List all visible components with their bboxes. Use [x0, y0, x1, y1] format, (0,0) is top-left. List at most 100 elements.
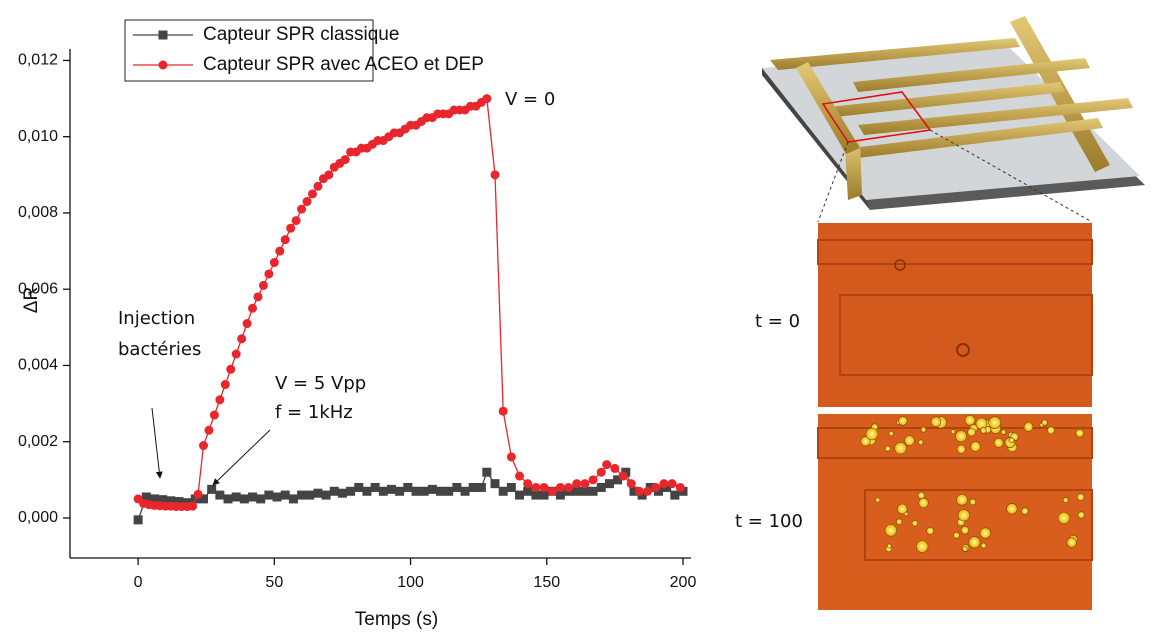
particle — [1008, 437, 1015, 444]
data-point — [604, 479, 614, 489]
data-point — [482, 467, 492, 477]
data-point — [264, 269, 274, 279]
data-point — [643, 486, 653, 496]
data-point — [588, 475, 598, 485]
legend-symbol — [158, 30, 168, 40]
data-point — [256, 494, 266, 504]
particle — [957, 509, 970, 522]
series — [133, 467, 688, 525]
data-point — [523, 486, 533, 496]
data-point — [231, 492, 241, 502]
data-point — [209, 410, 219, 420]
annotation: V = 5 Vpp — [275, 373, 366, 394]
annotation: f = 1kHz — [275, 402, 353, 423]
data-point — [362, 486, 372, 496]
legend-label: Capteur SPR avec ACEO et DEP — [203, 54, 484, 75]
data-point — [231, 349, 241, 359]
data-point — [193, 489, 203, 499]
data-point — [248, 303, 258, 313]
data-point — [275, 246, 285, 256]
data-point — [239, 494, 249, 504]
particle — [993, 437, 1004, 448]
data-point — [515, 471, 525, 481]
data-point — [670, 490, 680, 500]
y-tick-label: 0,010 — [18, 128, 58, 145]
particle — [1041, 419, 1048, 426]
data-point — [667, 479, 677, 489]
data-point — [610, 463, 620, 473]
particle — [988, 416, 1001, 429]
data-point — [248, 492, 258, 502]
particle — [884, 445, 891, 452]
particle — [960, 526, 970, 535]
data-point — [547, 486, 557, 496]
particle — [1057, 511, 1071, 525]
data-point — [386, 484, 396, 494]
data-point — [506, 452, 516, 462]
particle — [911, 519, 919, 527]
particle — [955, 430, 968, 443]
particle — [895, 518, 903, 525]
data-point — [460, 486, 470, 496]
data-point — [602, 460, 612, 470]
data-point — [269, 258, 279, 268]
particle — [956, 493, 968, 506]
data-point — [354, 482, 364, 492]
data-point — [411, 486, 421, 496]
data-point — [618, 471, 628, 481]
data-point — [207, 484, 217, 494]
data-point — [555, 490, 565, 500]
y-tick-label: 0,000 — [18, 509, 58, 526]
data-point — [531, 490, 541, 500]
data-point — [166, 496, 176, 506]
data-point — [305, 490, 315, 500]
data-point — [539, 490, 549, 500]
y-axis-label: ΔR — [21, 287, 42, 313]
data-point — [572, 479, 582, 489]
data-point — [395, 486, 405, 496]
data-point — [626, 479, 636, 489]
particle — [956, 444, 966, 454]
data-point — [506, 482, 516, 492]
data-point — [313, 181, 323, 191]
y-tick-label: 0,004 — [18, 357, 58, 374]
y-tick-label: 0,012 — [18, 52, 58, 69]
particle — [886, 543, 892, 549]
data-point — [419, 486, 429, 496]
data-point — [337, 488, 347, 498]
particle — [979, 527, 991, 539]
data-point — [258, 280, 268, 290]
particle — [975, 417, 988, 430]
particle — [917, 439, 924, 446]
particle — [1076, 493, 1085, 501]
data-point — [613, 475, 623, 485]
legend: Capteur SPR classique Capteur SPR avec AC… — [124, 19, 484, 82]
device-illustration — [762, 16, 1145, 223]
data-point — [340, 155, 350, 165]
data-point — [651, 482, 661, 492]
data-point — [307, 189, 317, 199]
data-point — [580, 486, 590, 496]
data-point — [286, 223, 296, 233]
particle — [865, 427, 879, 441]
annotation: bactéries — [118, 339, 201, 360]
data-point — [621, 467, 631, 477]
x-tick-label: 0 — [134, 574, 143, 591]
annotation-arrow — [151, 407, 163, 479]
particle — [1046, 426, 1055, 435]
particle — [969, 498, 977, 506]
legend-symbol — [158, 60, 168, 70]
particle — [920, 426, 927, 433]
particle — [930, 416, 942, 428]
data-point — [198, 494, 208, 504]
data-point — [264, 490, 274, 500]
data-point — [174, 497, 184, 507]
data-point — [370, 482, 380, 492]
particle — [884, 524, 897, 537]
data-point — [288, 494, 298, 504]
data-point — [490, 479, 500, 489]
x-axis-label: Temps (s) — [355, 609, 438, 630]
data-point — [297, 204, 307, 214]
axes: 0,000 0,002 0,004 0,006 0,008 0,010 0,012 0 50 10… — [18, 49, 696, 591]
